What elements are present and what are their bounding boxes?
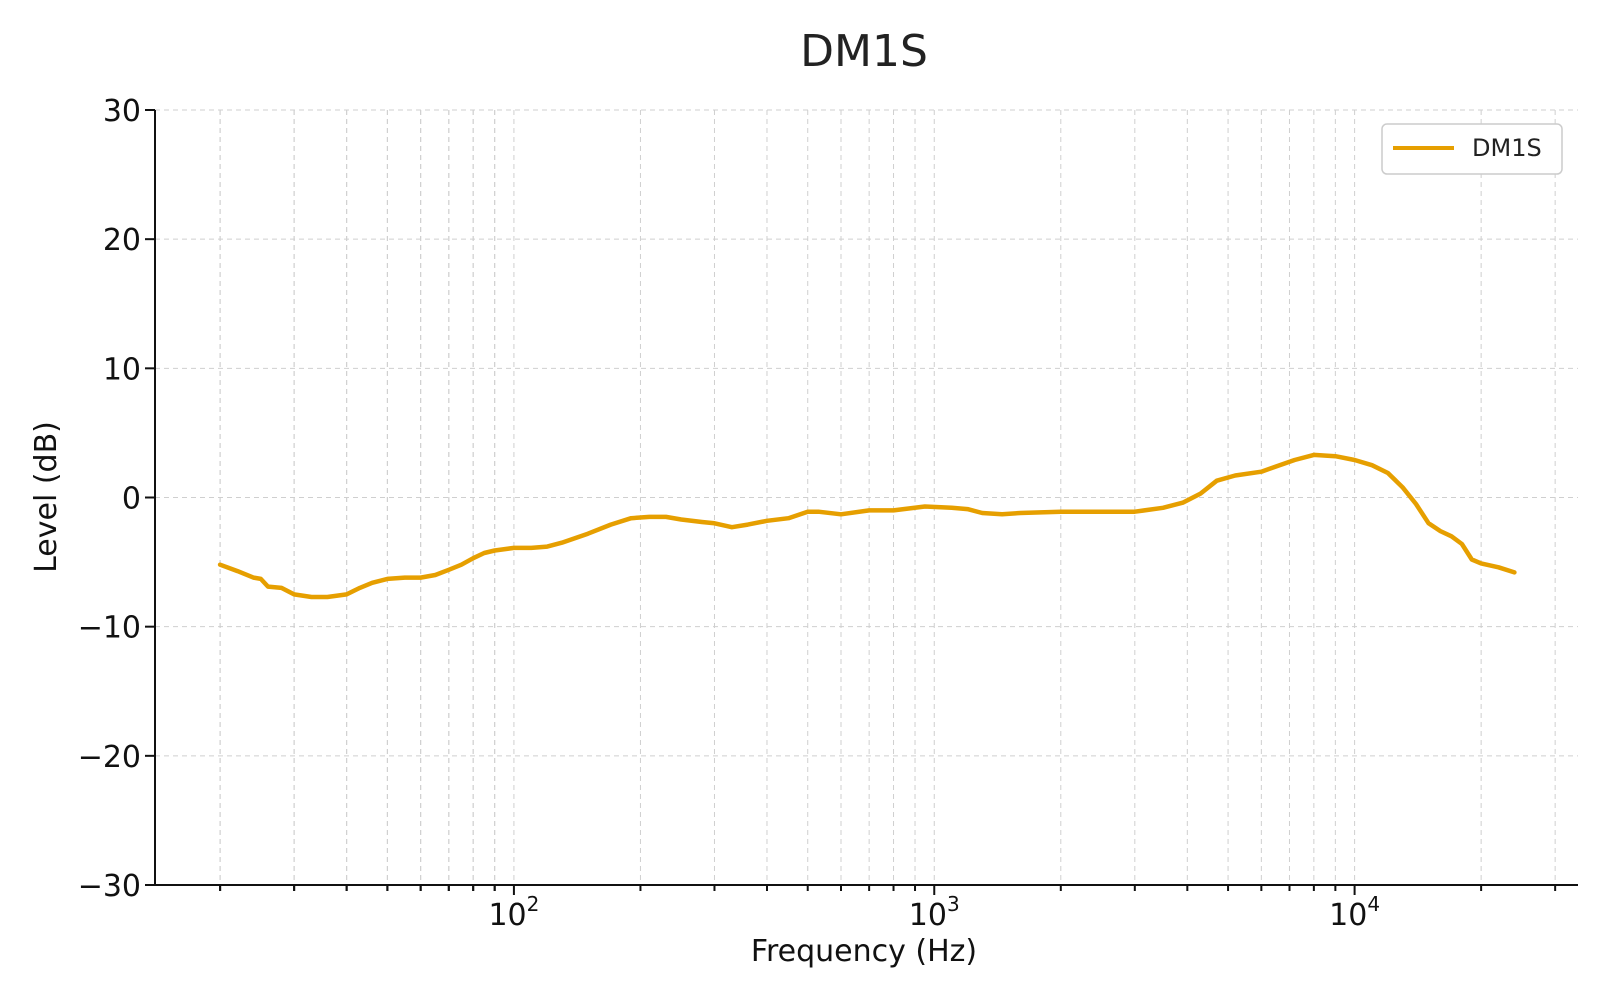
y-tick-label: 20 bbox=[103, 223, 141, 258]
y-ticks: −30 −20 −10 0 10 20 30 bbox=[78, 94, 155, 904]
y-tick-label: 0 bbox=[122, 482, 141, 517]
legend-label-dm1s: DM1S bbox=[1472, 134, 1542, 162]
y-tick-label: 10 bbox=[103, 352, 141, 387]
y-tick-label: −10 bbox=[78, 611, 141, 646]
y-axis-label: Level (dB) bbox=[29, 421, 64, 573]
x-tick-label: 102 bbox=[488, 892, 539, 933]
legend-box bbox=[1381, 123, 1563, 175]
series-layer bbox=[217, 452, 1517, 600]
x-tick-label: 103 bbox=[909, 892, 960, 933]
y-tick-label: −20 bbox=[78, 740, 141, 775]
series-line-dm1s bbox=[217, 452, 1517, 600]
chart-title: DM1S bbox=[800, 26, 928, 77]
x-axis-label: Frequency (Hz) bbox=[751, 934, 977, 969]
legend: DM1S bbox=[1381, 123, 1563, 175]
grid bbox=[155, 109, 1578, 886]
y-tick-label: 30 bbox=[103, 94, 141, 129]
x-tick-label: 104 bbox=[1329, 892, 1380, 933]
y-tick-label: −30 bbox=[78, 869, 141, 904]
x-ticks: 102 103 104 bbox=[219, 885, 1557, 933]
